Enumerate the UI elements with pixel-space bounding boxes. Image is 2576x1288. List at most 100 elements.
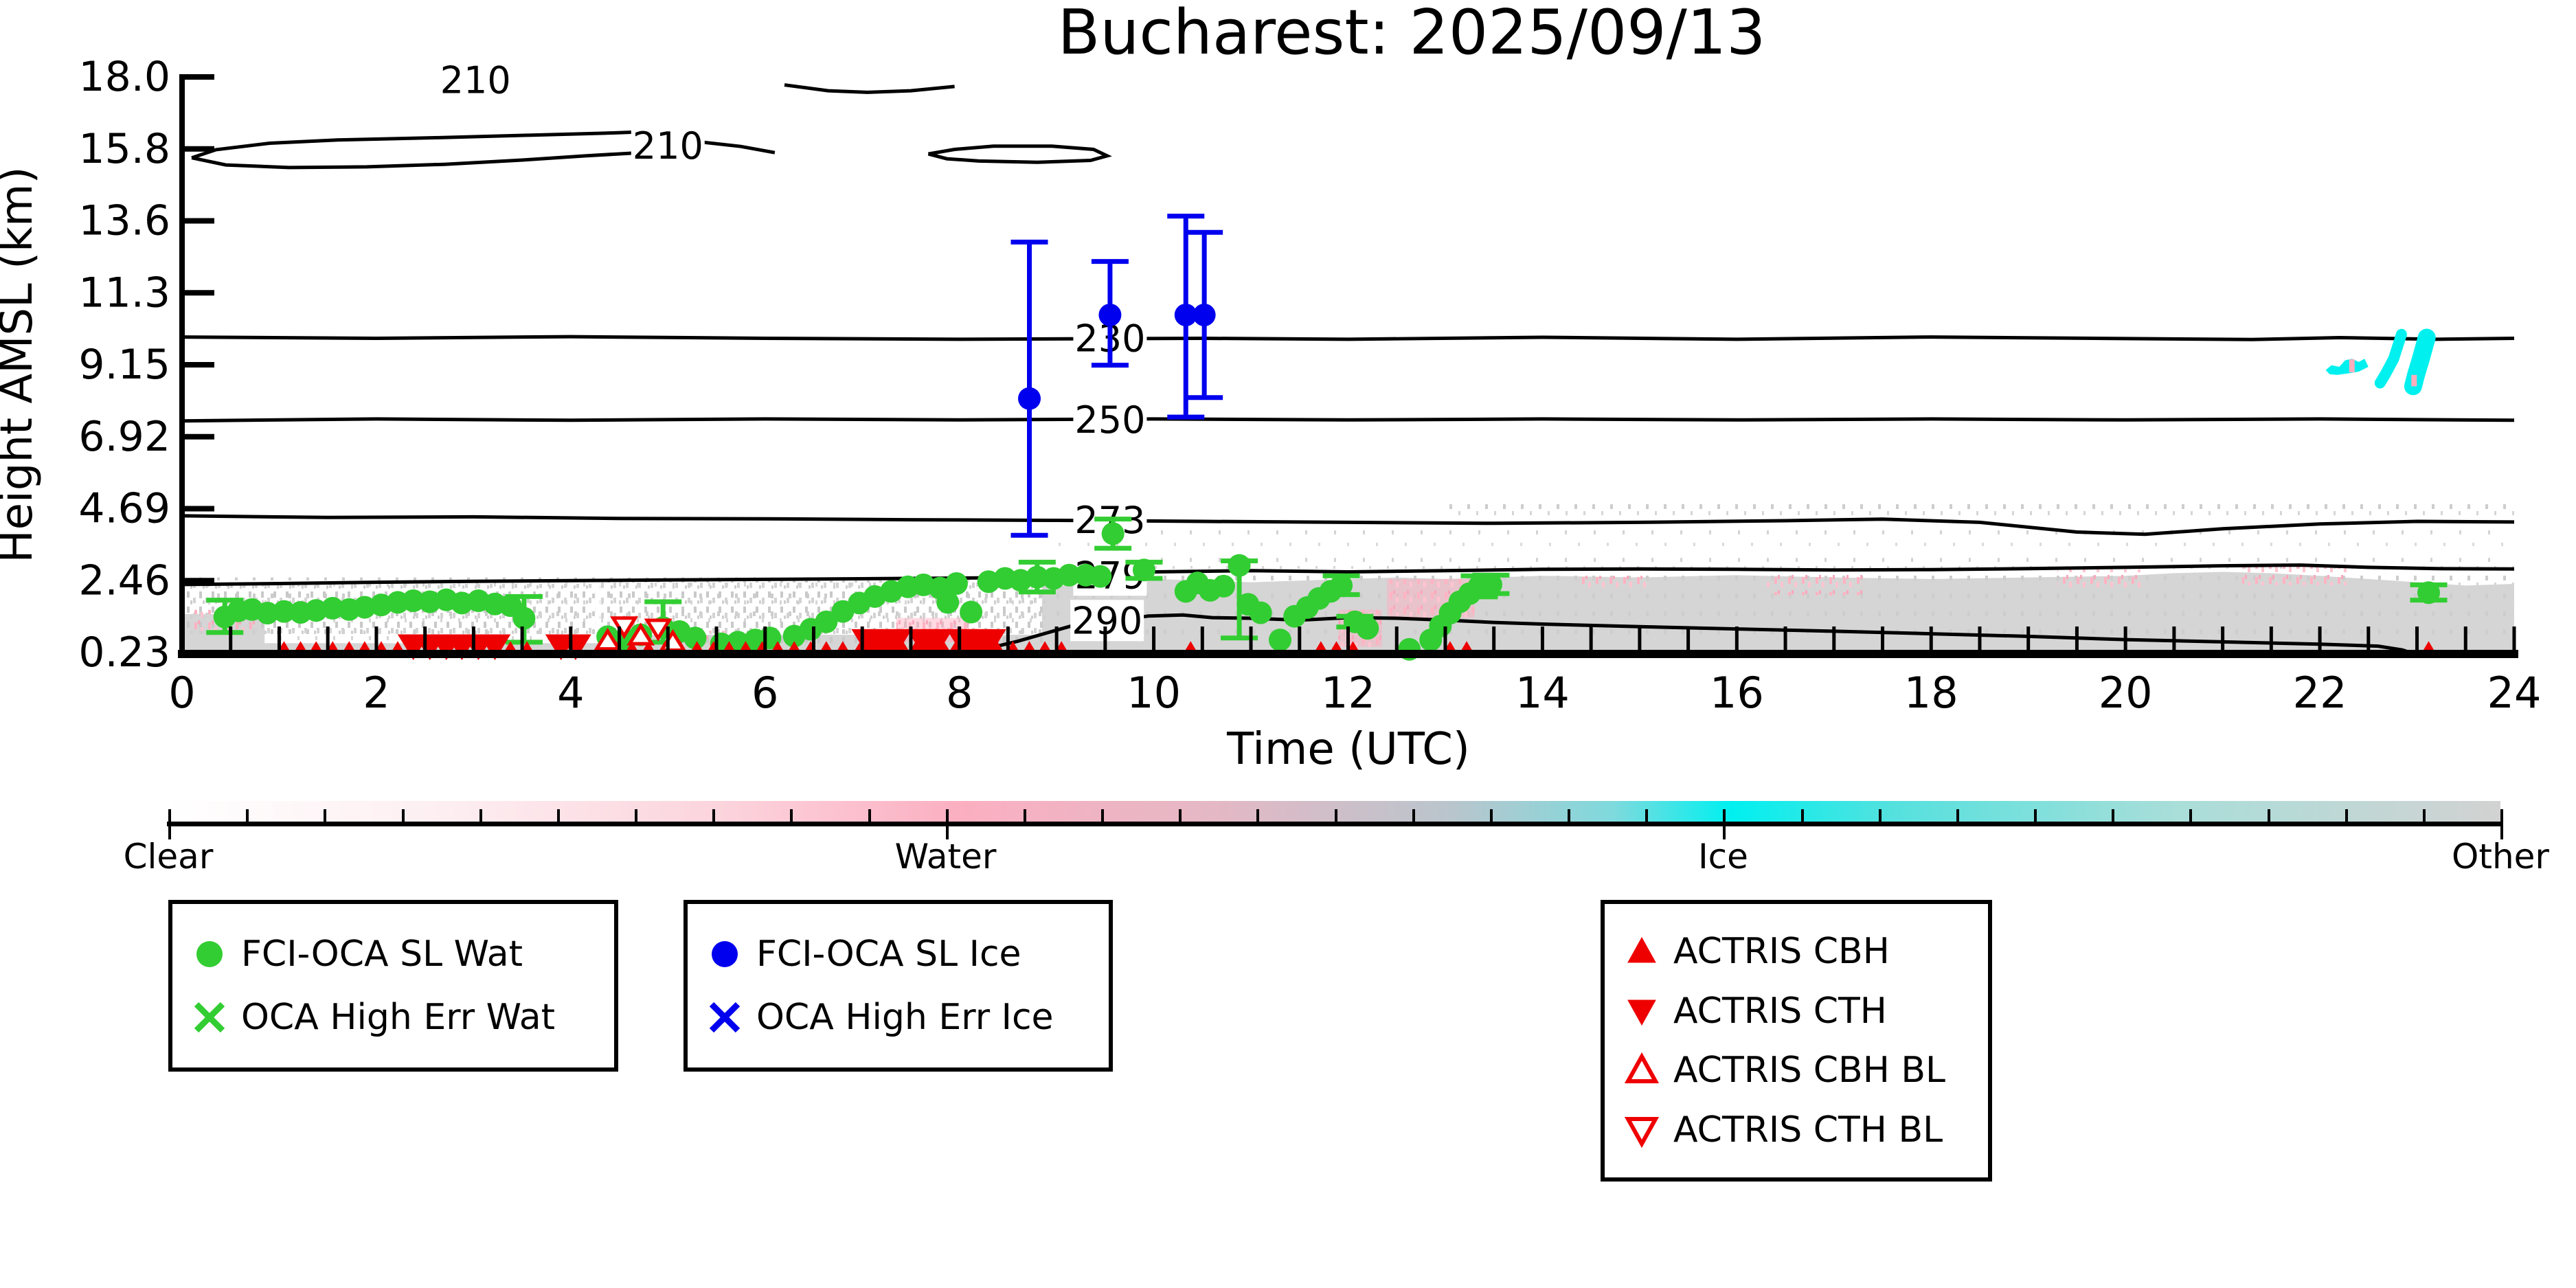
fci-oca-sl-ice-dot	[1174, 303, 1197, 326]
fci-oca-sl-wat-dot	[1089, 565, 1112, 588]
contour-line-210	[784, 83, 955, 94]
contour-line-230	[181, 335, 2515, 341]
dot-icon	[705, 935, 744, 973]
fci-oca-sl-wat-dot	[353, 596, 376, 619]
fci-oca-sl-wat-dot	[1330, 574, 1353, 597]
actris-cth-marker	[975, 629, 1006, 655]
contour-label: 250	[1074, 398, 1145, 442]
dot-glyph	[712, 941, 738, 968]
fci-oca-sl-ice-dot	[1018, 387, 1041, 410]
x-icon	[190, 998, 229, 1037]
colorbar-tick	[324, 809, 327, 826]
x-tick-label: 2	[363, 668, 389, 718]
fci-oca-sl-wat-dot	[683, 626, 707, 650]
y-tick-label: 9.15	[78, 341, 170, 389]
fci-oca-sl-wat-dot	[1101, 522, 1125, 545]
water-pixel-patch	[1581, 576, 1650, 591]
contour-label-bg	[631, 124, 705, 166]
fci-oca-sl-wat-dot	[2417, 581, 2441, 605]
fci-oca-sl-wat-dot	[1479, 573, 1502, 596]
legend-water: FCI-OCA SL Wat OCA High Err Wat	[168, 900, 618, 1072]
tri-down-open-icon	[1623, 1111, 1661, 1149]
x-tick-label: 16	[1710, 668, 1764, 718]
tri-down-legend-icon	[1627, 999, 1656, 1026]
x-icon	[705, 998, 744, 1037]
y-tick-label: 0.23	[78, 629, 170, 677]
contour-label: 290	[1072, 599, 1142, 642]
fci-oca-sl-wat-dot	[304, 599, 328, 622]
x-tick-label: 22	[2293, 668, 2347, 718]
colorbar-label: Other	[2452, 837, 2549, 877]
fci-oca-sl-wat-dot	[1228, 554, 1251, 577]
fci-oca-sl-wat-dot	[1026, 565, 1049, 589]
x-axis-spine	[178, 650, 2518, 658]
y-tick-label: 6.92	[78, 413, 170, 461]
colorbar-tick	[1489, 809, 1493, 826]
data-markers	[206, 214, 2448, 661]
triangle-glyph	[1624, 1052, 1660, 1084]
x-tick-label: 4	[557, 668, 584, 718]
fci-oca-sl-wat-dot	[815, 610, 838, 633]
actris-cth-marker	[560, 634, 591, 660]
fci-oca-sl-wat-dot	[960, 600, 983, 624]
fci-oca-sl-wat-dot	[402, 589, 425, 613]
water-pixel-patch	[2057, 569, 2145, 589]
colorbar-tick	[1023, 809, 1026, 826]
ice-pixel-blob	[2325, 359, 2369, 375]
colorbar-tick	[1723, 809, 1726, 839]
colorbar-tick	[1956, 809, 1959, 826]
x-tick-label: 14	[1515, 668, 1570, 718]
colorbar-tick	[635, 809, 637, 826]
x-legend-icon	[194, 1002, 225, 1032]
contour-line-210	[191, 130, 641, 160]
contour-line-210	[927, 144, 1112, 164]
legend-item: FCI-OCA SL Wat	[190, 935, 596, 973]
fci-oca-sl-wat-dot	[1058, 563, 1081, 587]
contour-label-bg	[1070, 600, 1144, 642]
colorbar-tick	[401, 809, 405, 826]
legend-item: OCA High Err Wat	[190, 998, 596, 1037]
legend-item: ACTRIS CBH	[1623, 932, 1970, 971]
colorbar-tick	[2267, 809, 2270, 826]
gray-speckle-region	[182, 576, 596, 585]
fci-oca-sl-wat-dot	[450, 591, 473, 615]
legend-item: ACTRIS CBH BL	[1623, 1051, 1970, 1089]
fci-oca-sl-wat-dot	[1356, 617, 1379, 640]
colorbar-tick	[1256, 809, 1260, 826]
contour-label: 210	[633, 124, 703, 168]
colorbar-tick	[1800, 809, 1804, 826]
tri-down-open-legend-icon	[1624, 1117, 1660, 1149]
colorbar-tick	[1179, 809, 1182, 826]
dot-icon	[190, 935, 229, 973]
x-tick-label: 0	[168, 668, 195, 718]
actris-cth-marker	[921, 629, 953, 655]
colorbar-tick	[945, 809, 949, 839]
legend-item-label: FCI-OCA SL Ice	[756, 934, 1021, 975]
ice-pixel-streaks	[2325, 328, 2436, 396]
legend-item: ACTRIS CTH	[1623, 992, 1970, 1030]
contour-line-273	[181, 514, 2515, 536]
gray-speckle-region	[1445, 499, 2514, 519]
contour-line-210	[697, 139, 776, 155]
actris-cth-marker	[479, 634, 511, 660]
y-tick-label: 15.8	[78, 125, 170, 173]
fci-oca-sl-wat-dot	[321, 596, 344, 620]
colorbar-tick	[1645, 809, 1649, 826]
x-glyph	[709, 1002, 741, 1032]
colorbar-tick	[1412, 809, 1415, 826]
colorbar-tick	[2345, 809, 2348, 826]
actris-cbh-bl-marker	[594, 627, 622, 651]
colorbar-tick	[1101, 809, 1104, 826]
colorbar-tick	[712, 809, 716, 826]
legend-actris: ACTRIS CBH ACTRIS CTH ACTRIS CBH BL ACTRIS …	[1601, 900, 1992, 1182]
colorbar-tick	[2112, 809, 2115, 826]
legend-item-label: OCA High Err Wat	[241, 996, 555, 1038]
fci-oca-sl-wat-dot	[1268, 629, 1291, 652]
contour-label: 210	[440, 59, 511, 102]
gray-speckle-region	[1183, 521, 1407, 537]
triangle-glyph	[1627, 999, 1656, 1026]
contour-label-bg	[1073, 398, 1147, 440]
legend-item-label: OCA High Err Ice	[756, 996, 1054, 1038]
colorbar-label: Clear	[123, 837, 214, 877]
x-glyph	[194, 1002, 225, 1032]
